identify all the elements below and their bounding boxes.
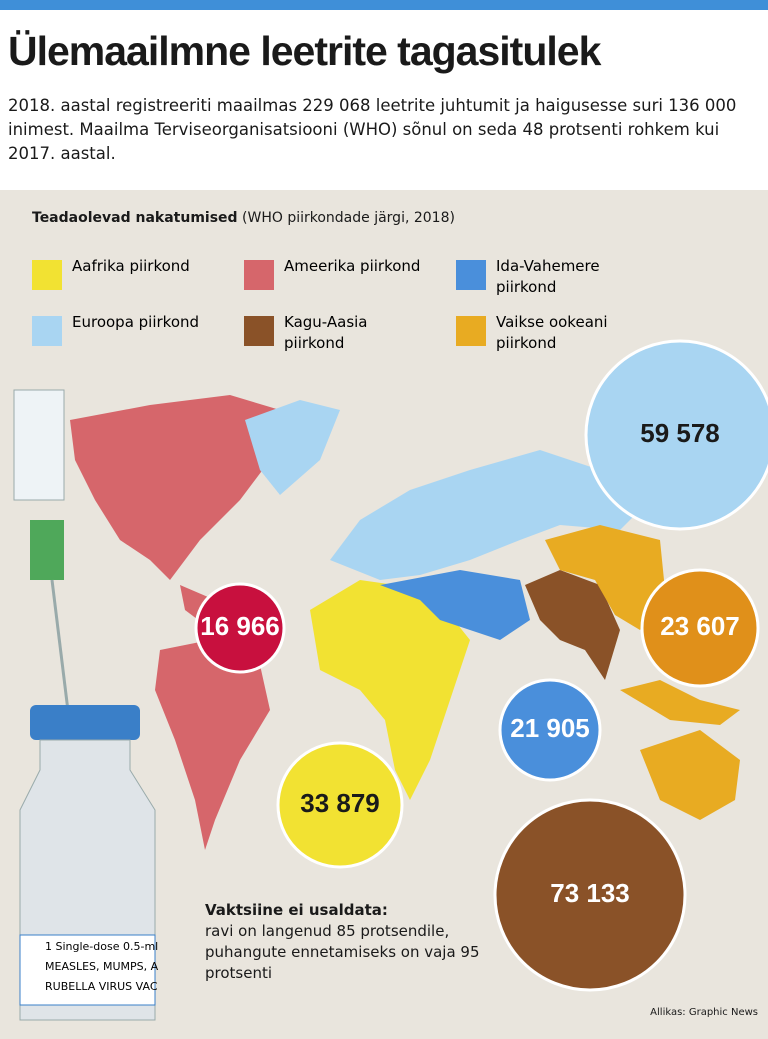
legend-heading: Teadaolevad nakatumised (WHO piirkondade…: [32, 210, 455, 226]
bubble: [194, 582, 286, 674]
east-asia: [545, 525, 665, 630]
greenland: [245, 400, 340, 495]
europe: [330, 450, 650, 580]
bubble: [640, 568, 760, 688]
note-text: ravi on langenud 85 protsendile, puhangu…: [205, 922, 480, 982]
legend-label: Vaikse ookeani piirkond: [496, 313, 608, 352]
vial-label: [19, 934, 156, 1006]
vial-text: MEASLES, MUMPS, A: [45, 960, 159, 973]
bubble-label: 59 578: [640, 418, 720, 448]
bubble-label: 16 966: [200, 611, 280, 641]
legend-swatch: [32, 260, 62, 290]
vial-cap: [30, 705, 140, 740]
legend-subtitle: (WHO piirkondade järgi, 2018): [242, 210, 455, 226]
bubble-label: 33 879: [300, 788, 380, 818]
legend-label: Ida-Vahemere piirkond: [496, 257, 600, 296]
bubble-label: 73 133: [550, 878, 630, 908]
south-america: [155, 640, 270, 850]
bubble: [584, 339, 768, 531]
note: Vaktsiine ei usaldata: ravi on langenud 8…: [205, 900, 505, 984]
top-bar: [0, 0, 768, 10]
note-title: Vaktsiine ei usaldata:: [205, 901, 388, 919]
north-america: [70, 395, 280, 580]
source: Allikas: Graphic News: [650, 1007, 758, 1018]
legend-label: Kagu-Aasia piirkond: [284, 313, 368, 352]
bubble: [493, 798, 687, 992]
vial-text: 1 Single-dose 0.5-ml: [45, 940, 158, 953]
intro: 2018. aastal registreeriti maailmas 229 …: [8, 96, 737, 163]
pacific-islands: [620, 680, 740, 725]
legend-swatch: [456, 260, 486, 290]
legend-swatch: [456, 316, 486, 346]
syringe-hub: [30, 520, 64, 580]
africa: [310, 580, 470, 800]
legend-label: Aafrika piirkond: [72, 257, 190, 275]
bubble: [498, 678, 602, 782]
bubble-label: 23 607: [660, 611, 740, 641]
legend-swatch: [244, 316, 274, 346]
bubble-label: 21 905: [510, 713, 590, 743]
legend-swatch: [32, 316, 62, 346]
syringe-barrel: [13, 389, 65, 501]
south-east-asia: [525, 570, 620, 680]
legend-swatch: [244, 260, 274, 290]
australia: [640, 730, 740, 820]
bubbles: 59 578 23 607 21 905 16 966 33 879 73 133: [194, 339, 768, 992]
bubble: [276, 741, 404, 869]
legend-label: Euroopa piirkond: [72, 313, 200, 331]
eastern-mediterranean: [380, 570, 530, 640]
title: Ülemaailmne leetrite tagasitulek: [8, 28, 601, 74]
legend-label: Ameerika piirkond: [284, 257, 421, 275]
legend-title: Teadaolevad nakatumised: [32, 210, 238, 226]
vial-text: RUBELLA VIRUS VAC: [45, 980, 158, 993]
